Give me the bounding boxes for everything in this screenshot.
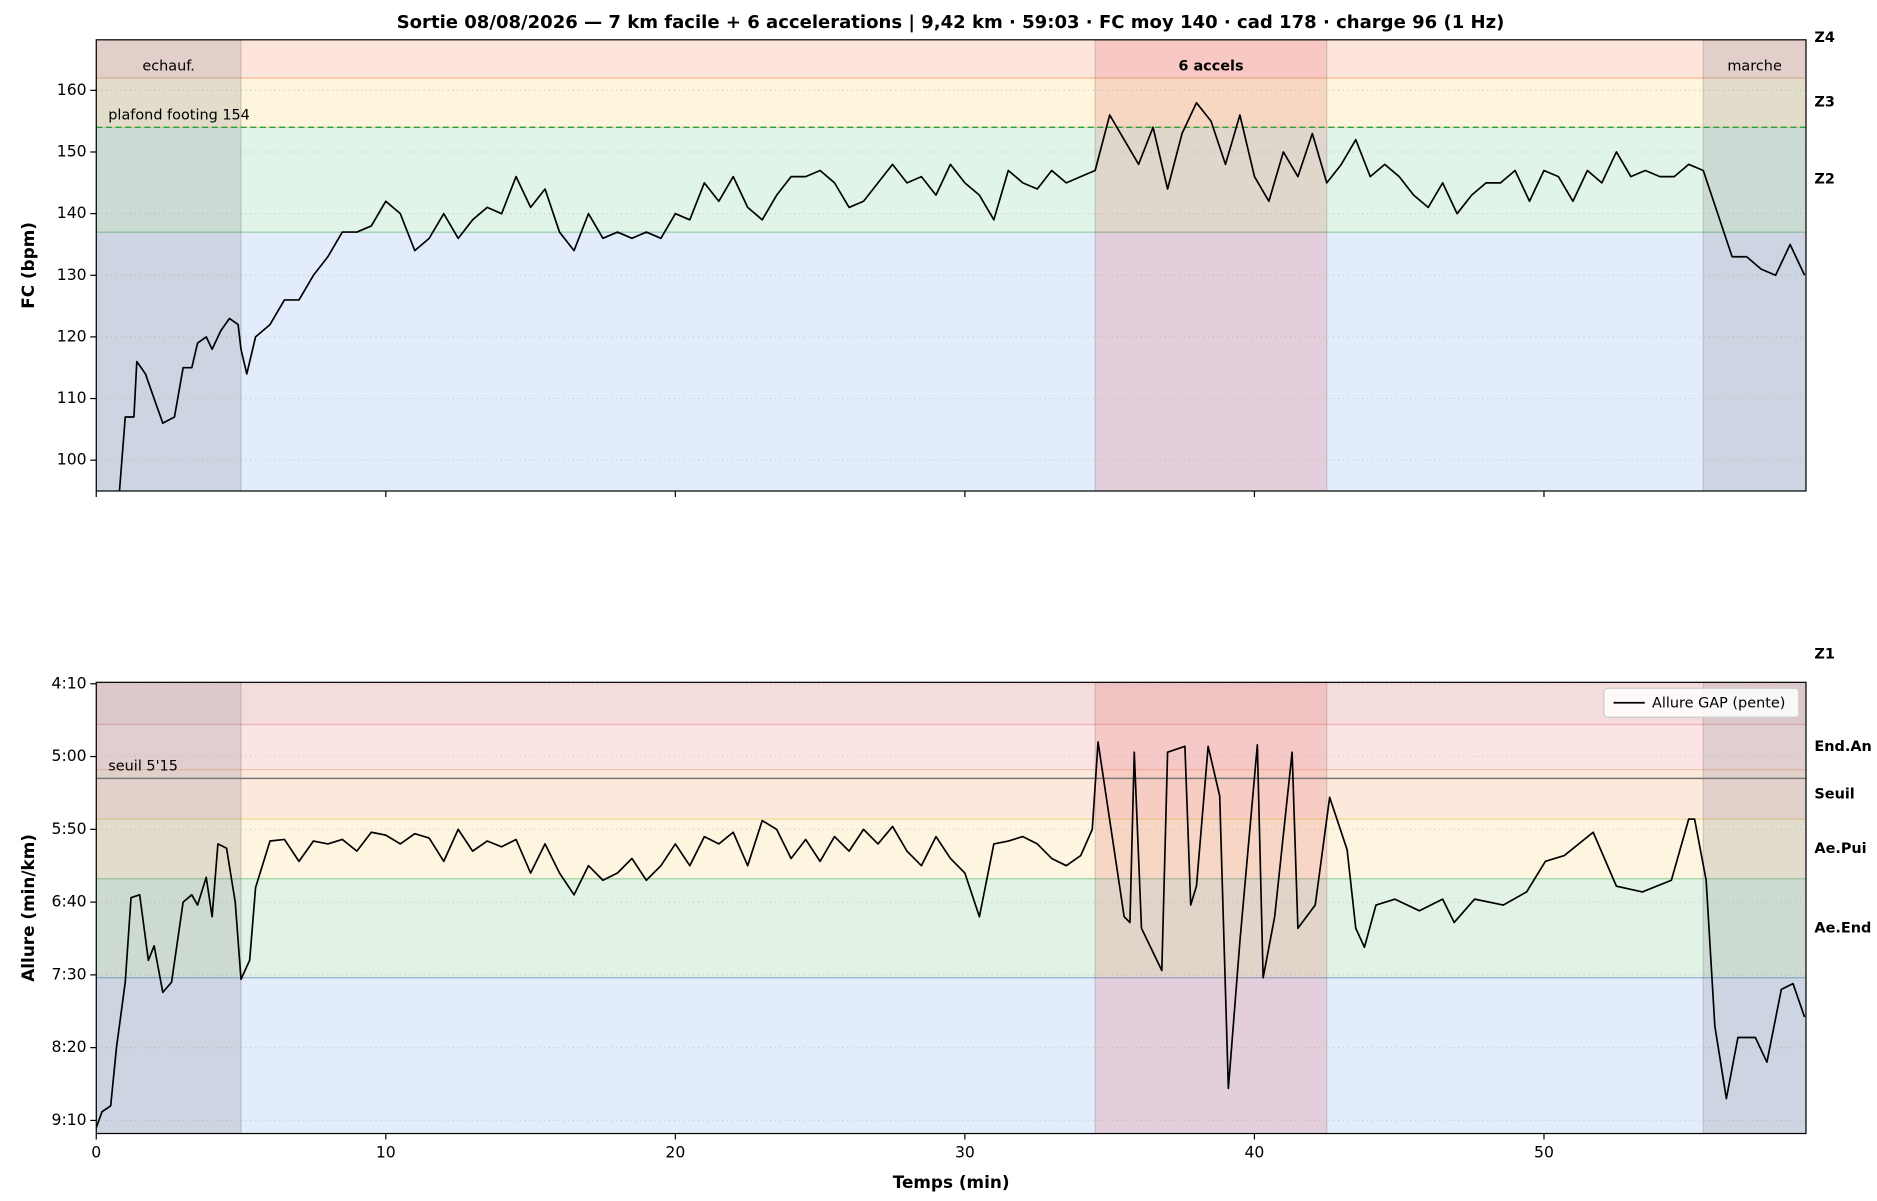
y-tick-label: 160 [57, 80, 87, 99]
x-tick-label: 0 [91, 1142, 101, 1161]
threshold-label: seuil 5'15 [108, 758, 178, 774]
y-tick-label: 7:30 [52, 964, 87, 983]
x-axis-label: Temps (min) [893, 1172, 1010, 1192]
zone-label: Z2 [1814, 172, 1835, 188]
y-tick-label: 6:40 [52, 892, 87, 911]
axes-frame [95, 681, 1807, 1135]
region [96, 39, 242, 492]
y-tick-label: 5:50 [52, 819, 87, 838]
y-axis-label: FC (bpm) [18, 222, 38, 309]
plot-area [96, 682, 1807, 1134]
region-label: echauf. [142, 58, 195, 74]
y-tick-label: 8:20 [52, 1037, 87, 1056]
legend-label: Allure GAP (pente) [1652, 695, 1785, 711]
zone-label: Z4 [1814, 30, 1835, 46]
axes-frame [95, 39, 1807, 492]
region [1094, 39, 1328, 492]
region [96, 682, 242, 1134]
y-tick-label: 4:10 [52, 673, 87, 692]
zone-band [96, 769, 1807, 820]
y-tick-label: 140 [57, 203, 87, 222]
zone-band [96, 878, 1807, 979]
y-tick-label: 110 [57, 388, 87, 407]
zone-label: Seuil [1814, 786, 1854, 802]
y-tick-label: 9:10 [52, 1110, 87, 1129]
region-label: 6 accels [1178, 58, 1243, 74]
x-tick-label: 20 [665, 1142, 685, 1161]
zone-band [96, 818, 1807, 880]
zone-label: End.An [1814, 739, 1871, 755]
threshold-label: plafond footing 154 [108, 107, 250, 123]
x-tick-label: 50 [1534, 1142, 1554, 1161]
zone-band [96, 977, 1807, 1134]
zone-band [96, 126, 1807, 233]
zone-label: Ae.End [1814, 920, 1871, 936]
data-line [96, 741, 1806, 1129]
zone-label: Ae.Pui [1814, 841, 1866, 857]
zone-band [96, 77, 1807, 128]
legend-box [1603, 687, 1800, 718]
zone-band [96, 723, 1807, 771]
chart-title: Sortie 08/08/2026 — 7 km facile + 6 acce… [397, 12, 1505, 33]
x-tick-label: 30 [955, 1142, 975, 1161]
x-tick-label: 40 [1244, 1142, 1264, 1161]
region [1702, 39, 1807, 492]
x-tick-label: 10 [376, 1142, 396, 1161]
y-tick-label: 5:00 [52, 746, 87, 765]
y-tick-label: 130 [57, 265, 87, 284]
zone-label: Z1 [1814, 646, 1835, 662]
y-axis-label: Allure (min/km) [18, 834, 38, 982]
zone-label: Z3 [1814, 95, 1835, 111]
region [1702, 682, 1807, 1134]
plot-area [96, 39, 1807, 492]
zone-band [96, 39, 1807, 79]
y-tick-label: 120 [57, 326, 87, 345]
y-tick-label: 100 [57, 450, 87, 469]
data-line [118, 101, 1806, 492]
y-tick-label: 150 [57, 141, 87, 160]
region-label: marche [1727, 58, 1782, 74]
zone-band [96, 682, 1807, 726]
